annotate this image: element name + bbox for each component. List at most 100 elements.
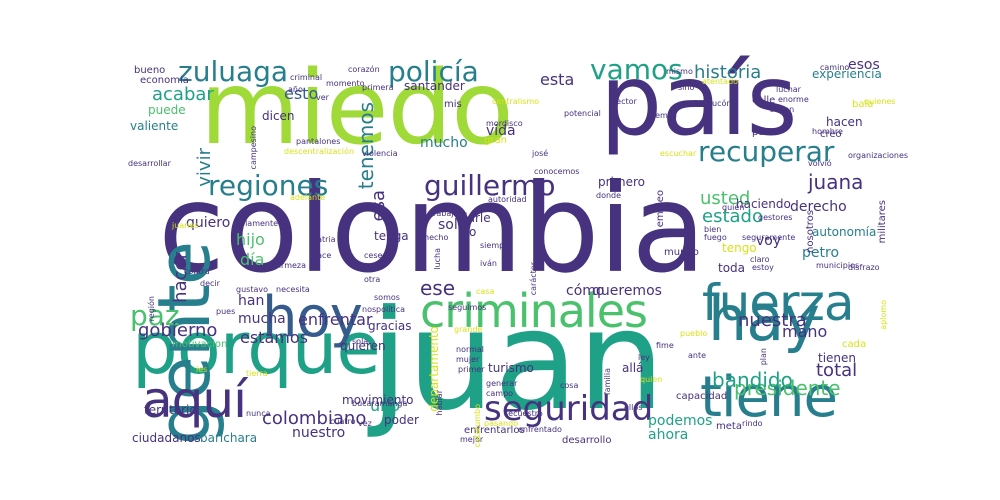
word-rindo: rindo: [742, 419, 763, 428]
word-quiero: quiero: [186, 215, 231, 231]
word-regiones: regiones: [208, 169, 329, 202]
word-organizaciones: organizaciones: [848, 151, 909, 160]
word-bucaramanga: bucaramanga: [352, 399, 408, 408]
word-tiene: tiene: [700, 365, 838, 430]
word-colombiano: colombiano: [262, 408, 367, 429]
word-disfrazo: disfrazo: [848, 263, 880, 272]
word-historia: historia: [694, 62, 762, 83]
word-mundo: mundo: [664, 247, 699, 258]
word-policía: policía: [388, 55, 479, 88]
word-trabajar: trabajar: [430, 209, 462, 218]
word-gustavo: gustavo: [236, 285, 268, 294]
word-vida: vida: [486, 123, 516, 139]
word-hoy: hoy: [262, 285, 363, 350]
word-esa: esa: [368, 190, 389, 222]
word-enfrentarlos: enfrentarlos: [464, 425, 525, 436]
word-mucha: mucha: [238, 311, 286, 327]
word-cese: cese: [364, 251, 383, 260]
word-estoy: estoy: [752, 263, 774, 272]
word-valiente: valiente: [130, 119, 179, 133]
word-plan: plan: [759, 348, 768, 366]
word-mismo: mismo: [666, 67, 693, 76]
word-militares: militares: [877, 200, 888, 244]
word-enfrentar: enfrentar: [298, 310, 373, 329]
word-ante: ante: [688, 351, 707, 360]
word-vez: vez: [358, 419, 372, 428]
word-país: país: [600, 44, 798, 158]
word-quién: quién: [722, 203, 745, 212]
word-les: les: [196, 365, 208, 374]
word-región: región: [147, 296, 156, 322]
word-primera: primera: [362, 83, 394, 92]
word-ver: ver: [316, 93, 329, 102]
word-han: han: [238, 293, 265, 309]
word-año: año: [288, 85, 303, 94]
word-hecho: hecho: [424, 233, 449, 242]
word-necesita: necesita: [276, 285, 310, 294]
word-fuerza: fuerza: [702, 274, 854, 332]
word-claro: claro: [750, 255, 770, 264]
word-santander: santander: [404, 79, 465, 93]
word-enfrentado: enfrentado: [518, 425, 562, 434]
word-calle: calle: [752, 95, 776, 106]
word-mis: mis: [444, 99, 462, 110]
word-generar: generar: [486, 379, 518, 388]
word-aplomo: aplomo: [879, 300, 888, 330]
word-municipios: municipios: [816, 261, 860, 270]
word-gobierno: gobierno: [138, 320, 218, 341]
word-hablar: hablar: [435, 390, 444, 416]
word-mordisco: mordisco: [486, 119, 523, 128]
word-secuestro: secuestro: [504, 409, 543, 418]
word-corazón: corazón: [348, 65, 380, 74]
word-pueblo: pueblo: [680, 329, 708, 338]
word-donde: donde: [596, 191, 622, 200]
word-bravucón: bravucón: [694, 99, 732, 108]
word-tierra: tierra: [246, 369, 268, 378]
word-normal: normal: [456, 345, 485, 354]
word-potencial: potencial: [564, 109, 601, 118]
word-ese: ese: [420, 276, 456, 300]
word-podemos: podemos: [648, 413, 713, 429]
word-contra: contra: [184, 267, 210, 276]
word-voy: voy: [756, 233, 782, 249]
word-violencia: violencia: [362, 149, 398, 158]
word-porque: porque: [132, 306, 381, 390]
word-descentralización: descentralización: [284, 147, 355, 156]
word-ley: ley: [638, 353, 650, 362]
word-lucha: lucha: [433, 248, 442, 270]
word-grande: grande: [454, 325, 483, 334]
word-haciendo: haciendo: [736, 197, 791, 211]
word-ahora: ahora: [648, 427, 689, 443]
word-juan: juan: [370, 280, 665, 441]
word-aquí: aquí: [142, 371, 247, 429]
word-estado: estado: [702, 206, 763, 227]
word-solamente: solamente: [236, 219, 279, 228]
word-presidente: presidente: [734, 376, 841, 400]
word-camino: camino: [820, 63, 850, 72]
word-puede: puede: [148, 103, 186, 117]
word-sector: sector: [612, 97, 637, 106]
word-gestores: gestores: [758, 213, 793, 222]
word-derecho: derecho: [790, 199, 847, 215]
word-quienes: quienes: [864, 97, 896, 106]
word-motivacion: motivacion: [172, 339, 228, 350]
word-bandido: bandido: [712, 368, 793, 392]
word-poder: poder: [384, 413, 419, 427]
word-empleo: empleo: [655, 190, 666, 228]
word-turismo: turismo: [488, 361, 534, 375]
word-nuestro: nuestro: [292, 425, 346, 441]
word-fime: fime: [656, 341, 674, 350]
word-quieren: quieren: [340, 339, 386, 353]
word-bueno: bueno: [134, 65, 166, 76]
word-bala: bala: [852, 99, 874, 110]
word-iván: iván: [480, 259, 497, 268]
word-dio: dio: [458, 225, 477, 239]
word-toda: toda: [718, 261, 746, 275]
word-saben: saben: [770, 105, 795, 114]
word-siempre: siempre: [480, 241, 513, 250]
word-nuestra: nuestra: [738, 310, 807, 331]
word-tienen: tienen: [818, 351, 857, 365]
word-primero: primero: [598, 175, 645, 189]
word-criminal: criminal: [290, 73, 323, 82]
